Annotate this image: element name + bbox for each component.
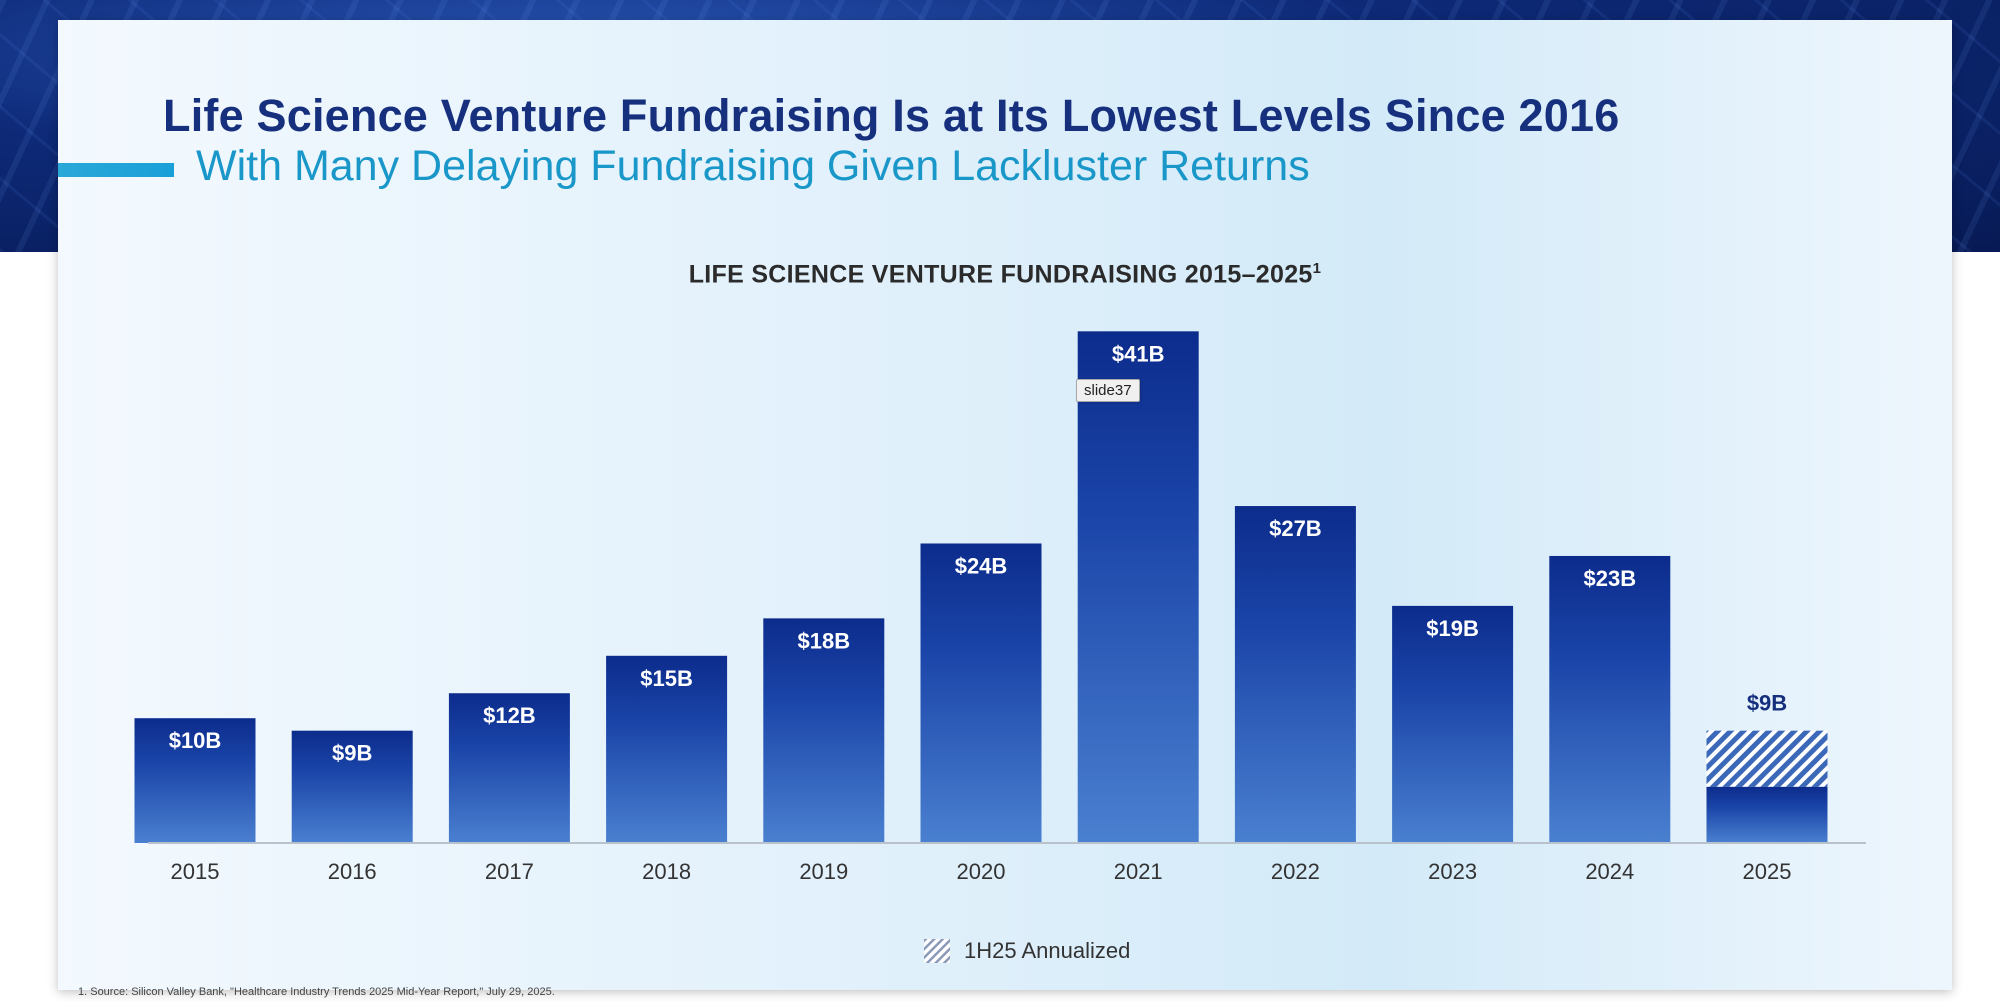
x-tick-label-2020: 2020 xyxy=(957,859,1006,884)
slide-title: Life Science Venture Fundraising Is at I… xyxy=(163,90,1620,141)
chart-title-footnote-marker: 1 xyxy=(1312,260,1322,277)
value-label-2023: $19B xyxy=(1426,616,1479,641)
bar-2018 xyxy=(606,655,728,843)
x-tick-label-2025: 2025 xyxy=(1743,859,1792,884)
value-label-2020: $24B xyxy=(955,553,1008,578)
legend-label: 1H25 Annualized xyxy=(964,938,1131,963)
value-label-2025: $9B xyxy=(1747,691,1787,716)
tooltip: slide37 xyxy=(1076,379,1140,402)
value-label-2021: $41B xyxy=(1112,341,1165,366)
x-tick-label-2024: 2024 xyxy=(1585,859,1634,884)
bar-2021 xyxy=(1077,331,1199,843)
bar-2015 xyxy=(134,718,256,843)
slide: Life Science Venture Fundraising Is at I… xyxy=(58,20,1952,998)
x-tick-label-2017: 2017 xyxy=(485,859,534,884)
x-tick-label-2016: 2016 xyxy=(328,859,377,884)
footnote: 1. Source: Silicon Valley Bank, "Healthc… xyxy=(78,986,555,998)
value-label-2018: $15B xyxy=(640,666,693,691)
legend: 1H25 Annualized xyxy=(924,938,1130,964)
x-tick-label-2021: 2021 xyxy=(1114,859,1163,884)
value-label-2015: $10B xyxy=(169,728,222,753)
x-tick-label-2019: 2019 xyxy=(799,859,848,884)
x-tick-label-2015: 2015 xyxy=(171,859,220,884)
value-label-2024: $23B xyxy=(1584,566,1637,591)
bar-chart: $10B $9B $12B $15B $18B $24B $41B $27B $19B $23B $… xyxy=(134,331,1866,884)
legend-hatch-swatch xyxy=(924,939,950,963)
x-tick-labels: 2015 2016 2017 2018 2019 2020 2021 2022 2023 2024… xyxy=(171,859,1792,884)
bar-2025 xyxy=(1706,786,1828,843)
x-tick-label-2018: 2018 xyxy=(642,859,691,884)
value-label-2017: $12B xyxy=(483,703,536,728)
bar-2022 xyxy=(1234,506,1356,843)
bar-2024 xyxy=(1549,555,1671,843)
bar-annualized-2025 xyxy=(1706,730,1828,787)
bar-2017 xyxy=(448,693,570,843)
bar-2020 xyxy=(920,543,1042,843)
chart-title: LIFE SCIENCE VENTURE FUNDRAISING 2015–20… xyxy=(58,260,1952,289)
chart-title-text: LIFE SCIENCE VENTURE FUNDRAISING 2015–20… xyxy=(688,260,1313,289)
bar-2016 xyxy=(291,730,413,843)
x-tick-label-2022: 2022 xyxy=(1271,859,1320,884)
bar-2023 xyxy=(1392,605,1514,843)
value-label-2019: $18B xyxy=(798,628,851,653)
value-label-2016: $9B xyxy=(332,741,372,766)
title-accent-bar xyxy=(58,163,174,177)
bar-2019 xyxy=(763,618,885,843)
value-label-2022: $27B xyxy=(1269,516,1322,541)
bars-group: $10B $9B $12B $15B $18B $24B $41B $27B $19B $23B $… xyxy=(134,331,1828,843)
slide-subtitle: With Many Delaying Fundraising Given Lac… xyxy=(196,142,1310,190)
x-tick-label-2023: 2023 xyxy=(1428,859,1477,884)
